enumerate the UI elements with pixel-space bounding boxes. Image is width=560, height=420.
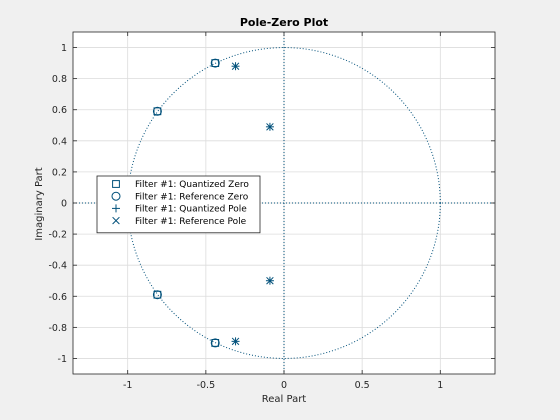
square-marker xyxy=(211,59,220,67)
y-tick-label: -0.2 xyxy=(48,230,67,241)
x-marker xyxy=(266,276,274,285)
x-tick-label: 1 xyxy=(437,380,443,391)
x-tick-label: -0.5 xyxy=(197,380,216,391)
y-axis-label: Imaginary Part xyxy=(34,167,45,240)
plot-series xyxy=(152,58,274,348)
x-marker xyxy=(231,337,240,346)
legend-entry-label: Filter #1: Quantized Pole xyxy=(135,205,247,215)
y-tick-label: 1 xyxy=(61,43,67,54)
x-marker xyxy=(231,62,240,70)
circle-marker xyxy=(210,338,220,348)
x-axis-label: Real Part xyxy=(262,394,307,405)
legend-circle-icon xyxy=(111,191,121,201)
x-tick-label: -1 xyxy=(123,380,132,391)
legend-entry-label: Filter #1: Reference Pole xyxy=(135,217,247,227)
x-marker xyxy=(266,123,274,131)
legend-plus-icon xyxy=(112,204,120,213)
legend-entry-label: Filter #1: Quantized Zero xyxy=(135,180,249,190)
x-tick-label: 0 xyxy=(281,380,287,391)
y-tick-label: -0.6 xyxy=(48,292,67,303)
x-tick-label: 0.5 xyxy=(355,380,370,391)
y-tick-label: 0.2 xyxy=(52,167,67,178)
square-marker xyxy=(153,107,162,116)
series-x xyxy=(231,62,274,346)
series-square xyxy=(153,59,220,347)
legend-box xyxy=(96,175,261,234)
y-tick-label: -0.8 xyxy=(48,323,67,334)
legend: Filter #1: Quantized Zero Filter #1: Refe… xyxy=(96,175,261,234)
circle-marker xyxy=(152,290,162,300)
ticks: -1 -0.5 0 0.5 1 1 0.8 0.6 0.4 0.2 0 -0.2 -0.4 -0.6 -0.… xyxy=(48,32,495,391)
legend-x-icon xyxy=(112,216,120,225)
circle-marker xyxy=(210,58,220,68)
legend-square-icon xyxy=(112,180,120,188)
chart-title: Pole-Zero Plot xyxy=(240,16,328,29)
square-marker xyxy=(153,290,162,299)
y-tick-label: -0.4 xyxy=(48,261,67,272)
y-tick-label: 0.6 xyxy=(52,105,67,116)
y-tick-label: -1 xyxy=(58,354,67,365)
y-tick-label: 0.4 xyxy=(52,136,67,147)
y-tick-label: 0 xyxy=(61,199,67,210)
y-tick-label: 0.8 xyxy=(52,74,67,85)
circle-marker xyxy=(152,106,162,116)
square-marker xyxy=(211,339,220,347)
series-circle xyxy=(152,58,220,348)
legend-entry-label: Filter #1: Reference Zero xyxy=(135,192,249,202)
